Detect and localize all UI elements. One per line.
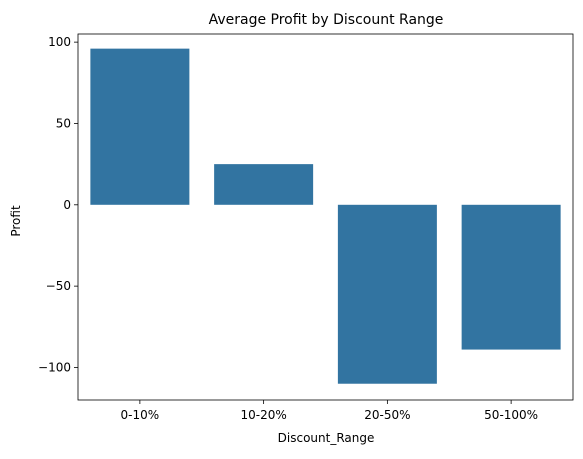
y-tick-label: 0 (63, 198, 71, 212)
axes-layer: 0-10% 10-20% 20-50% 50-100% −100 −50 0 50 100 (38, 33, 574, 422)
bar-10-20% (214, 164, 314, 205)
x-tick-label: 10-20% (240, 408, 286, 422)
plot-frame (77, 33, 574, 401)
y-tick-label: 100 (48, 35, 71, 49)
chart-title: Average Profit by Discount Range (209, 12, 444, 28)
bar-20-50% (337, 204, 437, 384)
x-tick-label: 0-10% (121, 408, 160, 422)
bars-layer (90, 48, 561, 384)
bar-0-10% (90, 48, 190, 205)
y-tick-label: −50 (46, 279, 71, 293)
x-tick-label: 20-50% (364, 408, 410, 422)
x-axis-label: Discount_Range (278, 431, 375, 445)
y-tick-label: 50 (56, 116, 71, 130)
y-tick-label: −100 (38, 360, 71, 374)
y-axis-label: Profit (9, 205, 23, 237)
bar-50-100% (461, 204, 561, 350)
x-tick-label: 50-100% (484, 408, 538, 422)
